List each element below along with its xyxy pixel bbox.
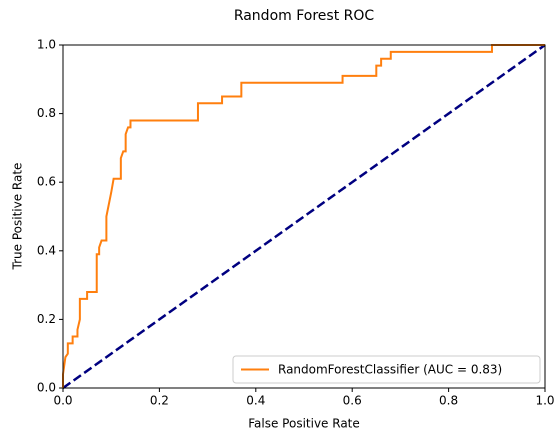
x-tick-label: 0.6: [343, 394, 362, 408]
y-tick-label: 1.0: [37, 38, 56, 52]
y-tick-label: 0.6: [37, 175, 56, 189]
x-tick-label: 0.4: [246, 394, 265, 408]
roc-curve: [62, 44, 545, 388]
y-axis-label: True Positive Rate: [11, 163, 25, 271]
chart-title: Random Forest ROC: [234, 8, 375, 24]
x-tick-label: 0.2: [150, 394, 169, 408]
x-axis-label: False Positive Rate: [248, 417, 360, 431]
y-tick-label: 0.8: [37, 106, 56, 120]
y-tick-label: 0.4: [37, 243, 56, 257]
y-tick-label: 0.0: [37, 381, 56, 395]
x-tick-label: 0.0: [53, 394, 72, 408]
plot-frame: [62, 44, 546, 389]
legend-label: RandomForestClassifier (AUC = 0.83): [278, 363, 502, 377]
y-tick-label: 0.2: [37, 312, 56, 326]
chance-line: [62, 43, 546, 390]
x-tick-label: 1.0: [535, 394, 554, 408]
x-tick-label: 0.8: [439, 394, 458, 408]
legend-box: [232, 355, 541, 384]
